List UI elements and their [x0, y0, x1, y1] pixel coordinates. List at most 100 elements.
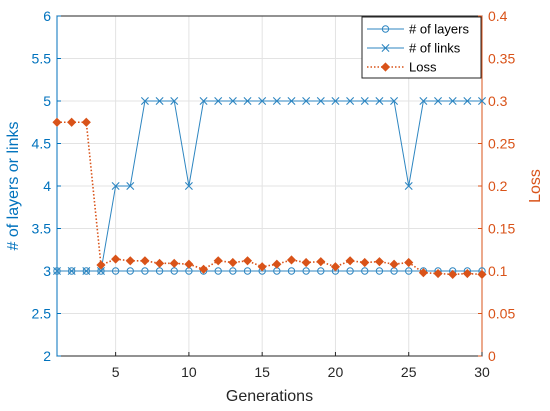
data-point-of-links: [448, 97, 457, 105]
data-point-loss: [477, 269, 487, 279]
right-y-tick-label: 0.25: [488, 136, 515, 152]
series-layer: [52, 97, 487, 279]
right-y-tick-label: 0: [488, 348, 496, 364]
x-tick-label: 15: [254, 364, 270, 380]
data-point-loss: [404, 257, 414, 268]
data-point-of-links: [287, 97, 296, 105]
data-point-loss: [257, 262, 267, 272]
data-point-loss: [198, 264, 209, 274]
x-tick-label: 20: [328, 364, 344, 380]
data-point-loss: [360, 257, 370, 268]
left-y-tick-label: 4: [43, 178, 51, 194]
data-point-of-links: [228, 97, 237, 105]
data-point-loss: [448, 269, 458, 279]
data-point-of-layers: [126, 267, 134, 275]
x-axis: 5 10 15 20 25 30: [112, 352, 490, 380]
left-y-tick-label: 5.5: [32, 51, 52, 67]
x-tick-label: 25: [401, 364, 417, 380]
right-y-tick-label: 0.1: [488, 263, 508, 279]
data-point-of-layers: [111, 267, 120, 275]
right-y-tick-label: 0.2: [488, 178, 508, 194]
data-point-of-layers: [287, 267, 296, 275]
data-point-loss: [301, 257, 311, 268]
right-y-axis-title: Loss: [527, 169, 544, 203]
x-tick-label: 5: [112, 364, 120, 380]
x-tick-label: 10: [181, 364, 197, 380]
right-y-tick-label: 0.3: [488, 93, 508, 109]
data-point-of-links: [111, 182, 120, 190]
data-point-loss: [125, 256, 135, 266]
data-point-of-links: [478, 97, 486, 105]
data-point-loss: [96, 260, 106, 270]
legend: # of layers # of links Loss: [361, 16, 482, 79]
data-point-of-links: [67, 267, 76, 275]
left-y-tick-label: 5: [43, 93, 51, 109]
data-point-loss: [272, 259, 282, 269]
data-point-loss: [169, 258, 179, 268]
data-point-of-links: [390, 97, 399, 105]
data-point-loss: [67, 117, 77, 127]
data-point-of-layers: [141, 267, 149, 275]
legend-item-of-layers: # of layers: [367, 22, 469, 37]
data-point-of-links: [346, 97, 355, 105]
data-point-loss: [316, 257, 326, 267]
data-point-of-links: [375, 97, 384, 105]
right-y-tick-label: 0.35: [488, 51, 515, 67]
data-point-of-links: [155, 97, 164, 105]
data-point-of-links: [258, 97, 267, 105]
data-point-of-layers: [243, 267, 252, 275]
data-point-of-links: [53, 267, 61, 275]
left-y-tick-label: 3.5: [32, 221, 52, 237]
data-point-of-links: [184, 182, 193, 190]
right-y-tick-label: 0.4: [488, 8, 508, 24]
data-point-of-layers: [346, 267, 354, 275]
data-point-of-links: [214, 97, 223, 105]
data-point-of-layers: [375, 267, 384, 275]
left-y-tick-label: 4.5: [32, 136, 52, 152]
series-loss: [52, 117, 487, 279]
data-point-loss: [213, 256, 223, 266]
x-axis-title: Generations: [226, 388, 313, 405]
data-point-of-links: [331, 97, 340, 105]
data-point-of-layers: [229, 267, 237, 275]
left-y-tick-label: 2.5: [32, 306, 52, 322]
data-point-of-links: [82, 267, 91, 275]
right-y-tick-label: 0.05: [488, 306, 515, 322]
data-point-of-links: [360, 97, 369, 105]
data-point-loss: [418, 268, 428, 278]
data-point-of-links: [272, 97, 281, 105]
data-point-loss: [433, 268, 443, 279]
legend-item-of-links: # of links: [367, 41, 461, 56]
legend-swatch-marker: [381, 44, 390, 52]
data-point-loss: [155, 258, 165, 268]
data-point-of-links: [170, 97, 179, 105]
right-y-tick-label: 0.15: [488, 221, 515, 237]
data-point-of-layers: [405, 267, 413, 275]
data-point-of-layers: [317, 267, 325, 275]
data-point-of-links: [199, 97, 208, 105]
series-line-of-links: [57, 100, 482, 272]
data-point-loss: [330, 262, 341, 272]
data-point-loss: [389, 259, 399, 269]
data-point-of-links: [126, 182, 135, 190]
legend-swatch-marker: [380, 62, 391, 72]
legend-label: Loss: [409, 60, 437, 75]
data-point-of-layers: [302, 267, 310, 275]
data-point-loss: [374, 257, 384, 267]
left-y-axis-title: # of layers or links: [5, 122, 22, 251]
data-point-loss: [242, 256, 253, 266]
data-point-of-links: [463, 97, 472, 105]
data-point-loss: [184, 259, 194, 269]
legend-swatch-marker: [381, 25, 390, 33]
data-point-of-layers: [361, 267, 369, 275]
data-point-loss: [462, 268, 472, 279]
data-point-loss: [52, 117, 62, 127]
legend-item-loss: Loss: [367, 60, 437, 75]
data-point-loss: [111, 254, 121, 264]
data-point-loss: [81, 117, 91, 127]
data-point-of-links: [140, 97, 149, 105]
data-point-of-links: [434, 97, 443, 105]
data-point-loss: [228, 257, 238, 268]
data-point-of-links: [302, 97, 311, 105]
